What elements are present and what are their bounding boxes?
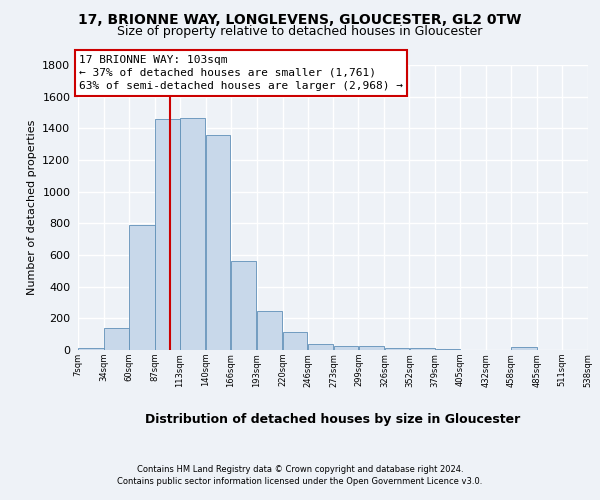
Bar: [231, 260, 256, 350]
Bar: [511, 347, 537, 350]
Text: Size of property relative to detached houses in Gloucester: Size of property relative to detached ho…: [118, 25, 482, 38]
Y-axis label: Number of detached properties: Number of detached properties: [26, 120, 37, 295]
Bar: [283, 332, 307, 350]
Bar: [180, 118, 205, 350]
Text: 17 BRIONNE WAY: 103sqm
← 37% of detached houses are smaller (1,761)
63% of semi-: 17 BRIONNE WAY: 103sqm ← 37% of detached…: [79, 54, 403, 91]
Bar: [436, 349, 460, 350]
Bar: [410, 348, 435, 350]
Bar: [206, 134, 230, 350]
Text: Distribution of detached houses by size in Gloucester: Distribution of detached houses by size …: [145, 412, 521, 426]
Bar: [78, 348, 104, 350]
Text: Contains public sector information licensed under the Open Government Licence v3: Contains public sector information licen…: [118, 478, 482, 486]
Bar: [155, 119, 179, 350]
Bar: [104, 328, 128, 350]
Text: Contains HM Land Registry data © Crown copyright and database right 2024.: Contains HM Land Registry data © Crown c…: [137, 465, 463, 474]
Text: 17, BRIONNE WAY, LONGLEVENS, GLOUCESTER, GL2 0TW: 17, BRIONNE WAY, LONGLEVENS, GLOUCESTER,…: [79, 12, 521, 26]
Bar: [359, 346, 384, 350]
Bar: [129, 225, 155, 350]
Bar: [385, 348, 409, 350]
Bar: [257, 311, 283, 350]
Bar: [334, 346, 358, 350]
Bar: [308, 344, 333, 350]
